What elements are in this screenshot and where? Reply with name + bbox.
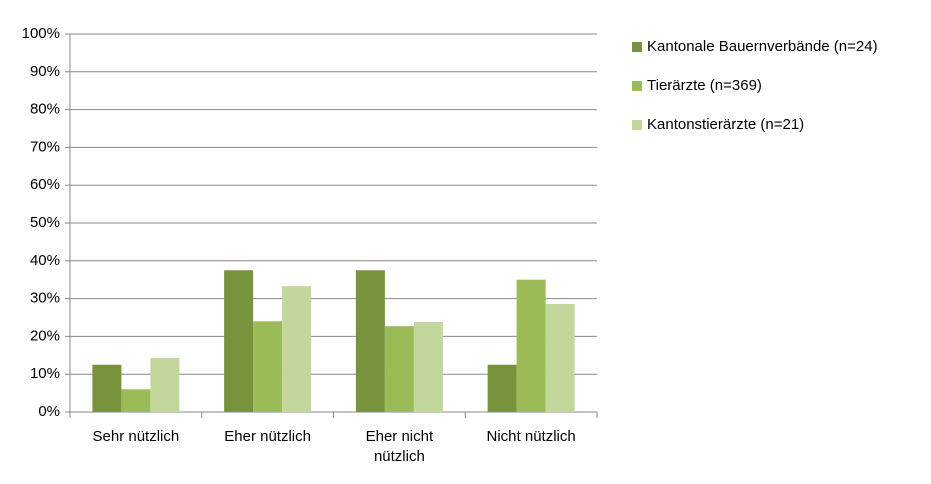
- y-tick-label: 20%: [30, 327, 60, 344]
- x-tick-label: Sehr nützlich: [92, 428, 180, 445]
- y-tick-label: 30%: [30, 290, 60, 307]
- legend-label: Kantonale Bauernverbände (n=24): [647, 38, 878, 55]
- bar: [545, 303, 575, 412]
- x-tick-label: Eher nicht nützlich: [365, 428, 434, 465]
- bar: [224, 270, 254, 412]
- legend-swatch: [632, 81, 642, 91]
- bar: [282, 286, 312, 412]
- bar: [384, 326, 414, 412]
- bar: [92, 364, 122, 412]
- y-tick-label: 0%: [38, 403, 60, 420]
- legend-swatch: [632, 42, 642, 52]
- y-tick-label: 70%: [30, 138, 60, 155]
- legend-label: Kantonstierärzte (n=21): [647, 116, 804, 133]
- y-tick-label: 90%: [30, 63, 60, 80]
- bar: [516, 279, 546, 412]
- bar: [121, 389, 151, 412]
- bar: [487, 364, 517, 412]
- x-tick-label: Nicht nützlich: [486, 428, 576, 445]
- y-tick-label: 80%: [30, 101, 60, 118]
- y-tick-label: 10%: [30, 365, 60, 382]
- y-tick-label: 40%: [30, 252, 60, 269]
- legend-label: Tierärzte (n=369): [647, 77, 762, 94]
- legend-swatch: [632, 120, 642, 130]
- x-tick-label: Eher nützlich: [224, 428, 311, 445]
- y-tick-label: 60%: [30, 176, 60, 193]
- y-tick-label: 50%: [30, 214, 60, 231]
- bar: [413, 322, 443, 412]
- bar: [355, 270, 385, 412]
- y-tick-label: 100%: [22, 25, 60, 42]
- bar: [150, 357, 180, 412]
- bar: [253, 321, 283, 412]
